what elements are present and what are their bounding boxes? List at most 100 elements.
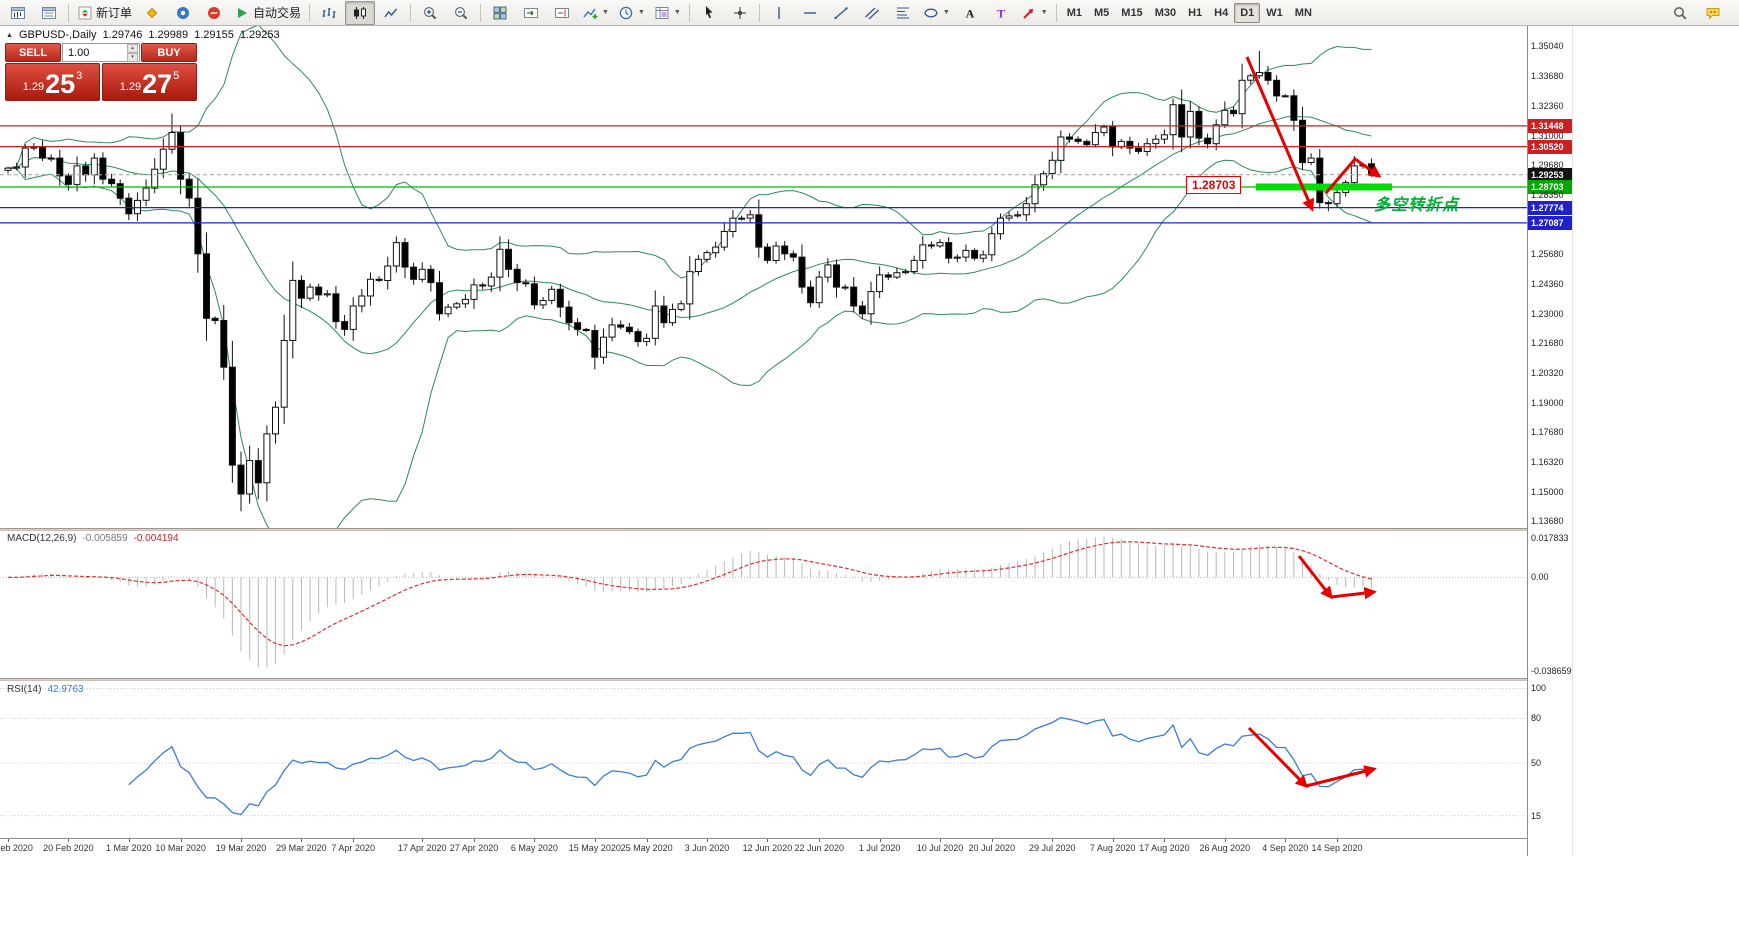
rsi-trend-arrow [1305, 765, 1377, 788]
rsi-scale-label: 50 [1531, 758, 1542, 769]
zoom-in-button[interactable] [415, 1, 445, 25]
time-axis-tick [1052, 839, 1054, 842]
macd-pane[interactable] [0, 531, 1527, 678]
timeframe-button-h4[interactable]: H4 [1214, 6, 1229, 19]
dropdown-icon[interactable]: ▼ [1040, 9, 1048, 16]
pane-separator[interactable] [0, 678, 1572, 681]
indicators-button[interactable]: ▼ [578, 1, 613, 25]
signals-button[interactable] [199, 1, 229, 25]
market-button[interactable] [137, 1, 167, 25]
sell-price-pips: 25 [45, 69, 76, 99]
zoom-out-button[interactable] [446, 1, 476, 25]
chart-candles-button[interactable] [345, 0, 376, 25]
toolbar-separator [68, 3, 69, 22]
date-label: 22 Jun 2020 [794, 843, 844, 853]
timeframe-button-m1[interactable]: M1 [1066, 6, 1082, 19]
key-level-price-label[interactable]: 1.28703 [1186, 176, 1242, 194]
price-scale-label: 1.33680 [1531, 71, 1564, 82]
community-button[interactable] [168, 1, 198, 25]
spinner-down-icon[interactable]: ▾ [127, 53, 138, 62]
buy-price-button[interactable]: 1.29 27 5 [102, 63, 197, 101]
new-order-button[interactable]: 新订单 [73, 1, 136, 25]
spinner-up-icon[interactable]: ▴ [127, 44, 138, 53]
vertical-line-button[interactable] [764, 1, 794, 25]
time-axis-tick [819, 839, 821, 842]
tile-windows-button[interactable] [485, 1, 515, 25]
date-label: 15 May 2020 [568, 843, 621, 853]
shapes-button[interactable]: ▼ [919, 1, 954, 25]
timeframe-button-d1[interactable]: D1 [1234, 2, 1261, 23]
text-label-button[interactable]: T [986, 1, 1016, 25]
ohlc-close: 1.29253 [239, 29, 280, 41]
timeframe-button-m15[interactable]: M15 [1121, 6, 1143, 19]
time-axis-tick [1164, 839, 1166, 842]
time-axis-tick [1285, 839, 1287, 842]
trendline-button[interactable] [826, 1, 856, 25]
date-label: 3 Jun 2020 [684, 843, 730, 853]
new-chart-button[interactable] [3, 1, 33, 25]
autotrading-button[interactable]: 自动交易 [230, 1, 305, 25]
buy-button[interactable]: BUY [141, 43, 197, 62]
chart-shift-button[interactable] [547, 1, 577, 25]
volume-spinner[interactable]: ▴ ▾ [127, 44, 138, 62]
rsi-scale-label: 15 [1531, 810, 1542, 821]
volume-input[interactable]: 1.00 ▴ ▾ [62, 43, 140, 62]
rsi-chart[interactable] [0, 681, 1527, 838]
price-badge-1.30520: 1.30520 [1528, 139, 1572, 154]
buy-price-big-figure: 1.29 [119, 81, 142, 93]
level-lines[interactable] [0, 125, 1527, 224]
timeframe-button-m5[interactable]: M5 [1094, 6, 1110, 19]
dropdown-icon[interactable]: ▼ [602, 9, 609, 16]
cursor-button[interactable] [694, 1, 724, 25]
horizontal-line-button[interactable] [795, 1, 825, 25]
timeframe-button-h1[interactable]: H1 [1188, 6, 1203, 19]
crosshair-button[interactable] [725, 1, 755, 25]
macd-scale-label: 0.00 [1531, 572, 1549, 583]
timeframe-button-w1[interactable]: W1 [1266, 6, 1283, 19]
rsi-pane[interactable] [0, 681, 1527, 838]
dropdown-icon[interactable]: ▼ [942, 9, 950, 16]
dropdown-icon[interactable]: ▼ [673, 9, 681, 16]
one-click-trading-panel: SELL 1.00 ▴ ▾ BUY 1.29 25 3 1.29 [5, 43, 197, 101]
price-pane[interactable] [0, 26, 1527, 528]
price-chart[interactable] [0, 26, 1527, 528]
buy-price-pipette: 5 [173, 70, 180, 82]
time-axis-tick [180, 839, 182, 842]
dropdown-icon[interactable]: ▼ [637, 9, 645, 16]
chat-button[interactable] [1698, 1, 1728, 25]
key-level-highlight-bar[interactable] [1256, 183, 1392, 191]
search-button[interactable] [1665, 1, 1695, 25]
fibonacci-retracement-button[interactable] [888, 1, 918, 25]
svg-text:A: A [965, 6, 974, 20]
chart-line-button[interactable] [376, 1, 406, 25]
periods-button[interactable]: ▼ [614, 1, 649, 25]
sell-button[interactable]: SELL [5, 43, 61, 62]
macd-scale-label: 0.017833 [1531, 533, 1569, 543]
timeframe-button-m30[interactable]: M30 [1154, 6, 1177, 19]
price-axis[interactable]: 1.31448 1.30520 1.29253 1.28703 1.27774 1.270… [1527, 26, 1572, 856]
equidistant-channel-button[interactable] [857, 1, 887, 25]
rsi-title: RSI(14) [7, 684, 42, 695]
price-scale-label: 1.16320 [1531, 457, 1564, 468]
time-axis-tick [940, 839, 942, 842]
date-label: 26 Aug 2020 [1199, 843, 1251, 853]
one-click-toggle-icon[interactable]: ▲ [6, 31, 13, 39]
profiles-button[interactable] [34, 1, 64, 25]
timeframe-button-mn[interactable]: MN [1294, 6, 1312, 19]
macd-chart[interactable] [0, 531, 1527, 678]
chart-window[interactable]: 1.31448 1.30520 1.29253 1.28703 1.27774 1.270… [0, 26, 1573, 856]
date-label: 29 Jul 2020 [1028, 843, 1076, 853]
auto-scroll-button[interactable] [516, 1, 546, 25]
templates-button[interactable]: ▼ [650, 1, 685, 25]
pane-separator[interactable] [0, 528, 1572, 531]
date-label: 1 Jul 2020 [858, 843, 901, 853]
chart-bars-button[interactable] [314, 1, 344, 25]
price-scale-label: 1.35040 [1531, 41, 1564, 52]
text-button[interactable]: A [955, 1, 985, 25]
sell-price-button[interactable]: 1.29 25 3 [5, 63, 100, 101]
arrows-tool-button[interactable]: ▼ [1017, 1, 1052, 25]
ohlc-open: 1.29746 [102, 29, 143, 41]
time-axis-tick [991, 839, 993, 842]
